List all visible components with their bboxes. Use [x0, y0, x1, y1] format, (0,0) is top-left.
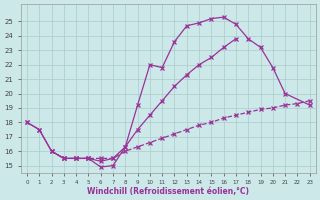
X-axis label: Windchill (Refroidissement éolien,°C): Windchill (Refroidissement éolien,°C)	[87, 187, 249, 196]
